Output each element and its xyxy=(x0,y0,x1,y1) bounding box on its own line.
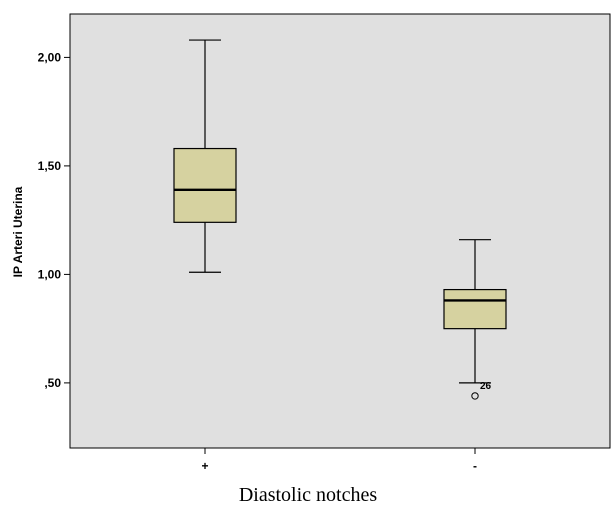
y-tick-label: 1,00 xyxy=(38,267,62,281)
plot-area xyxy=(69,13,611,449)
outlier-label: 26 xyxy=(480,381,492,392)
y-tick-label: 2,00 xyxy=(38,50,62,64)
x-tick-label: + xyxy=(201,459,208,473)
interquartile-box xyxy=(443,288,507,330)
outlier-point xyxy=(471,392,479,400)
x-tick-label: - xyxy=(473,459,477,473)
box-1 xyxy=(173,39,237,273)
box-2: 26 xyxy=(443,239,507,400)
y-axis: ,50 1,00 1,50 2,00 xyxy=(38,50,70,390)
y-tick-label: ,50 xyxy=(44,376,61,390)
boxes: 26 xyxy=(173,39,507,400)
interquartile-box xyxy=(173,147,237,223)
x-axis: + - xyxy=(201,448,477,473)
y-tick-label: 1,50 xyxy=(38,159,62,173)
x-axis-label: Diastolic notches xyxy=(239,484,378,506)
y-axis-label: IP Arteri Uterina xyxy=(11,186,25,277)
